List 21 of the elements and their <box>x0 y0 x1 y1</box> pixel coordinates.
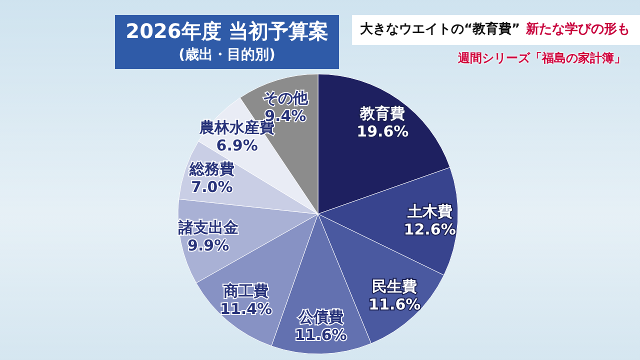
data-label: 9.9% <box>188 236 230 255</box>
data-label: 11.6% <box>294 326 347 344</box>
data-label: 19.6% <box>356 122 409 141</box>
slice-label: 諸支出金 <box>177 218 238 237</box>
slice-label: その他 <box>262 88 309 107</box>
data-label: 7.0% <box>191 178 233 196</box>
slice-label: 総務費 <box>188 160 234 178</box>
slice-label: 公債費 <box>297 308 344 326</box>
slice-label: 商工費 <box>222 282 269 300</box>
data-label: 11.4% <box>220 300 272 318</box>
text: 週間シリーズ「福島の家計簿」 <box>458 50 626 67</box>
slice-label: 教育費 <box>359 104 406 123</box>
slice-label: 土木費 <box>406 202 452 220</box>
chart-title: 2026年度 当初予算案 <box>124 18 330 45</box>
data-label: 11.6% <box>368 296 421 314</box>
data-label: 6.9% <box>216 136 258 155</box>
text: 新たな学びの形も <box>526 22 630 37</box>
data-label: 12.6% <box>404 220 456 238</box>
text: 大きなウエイトの“教育費” <box>360 22 520 37</box>
slice-label: 民生費 <box>372 278 418 296</box>
chart-subtitle: (歳出・目的別) <box>178 46 276 65</box>
